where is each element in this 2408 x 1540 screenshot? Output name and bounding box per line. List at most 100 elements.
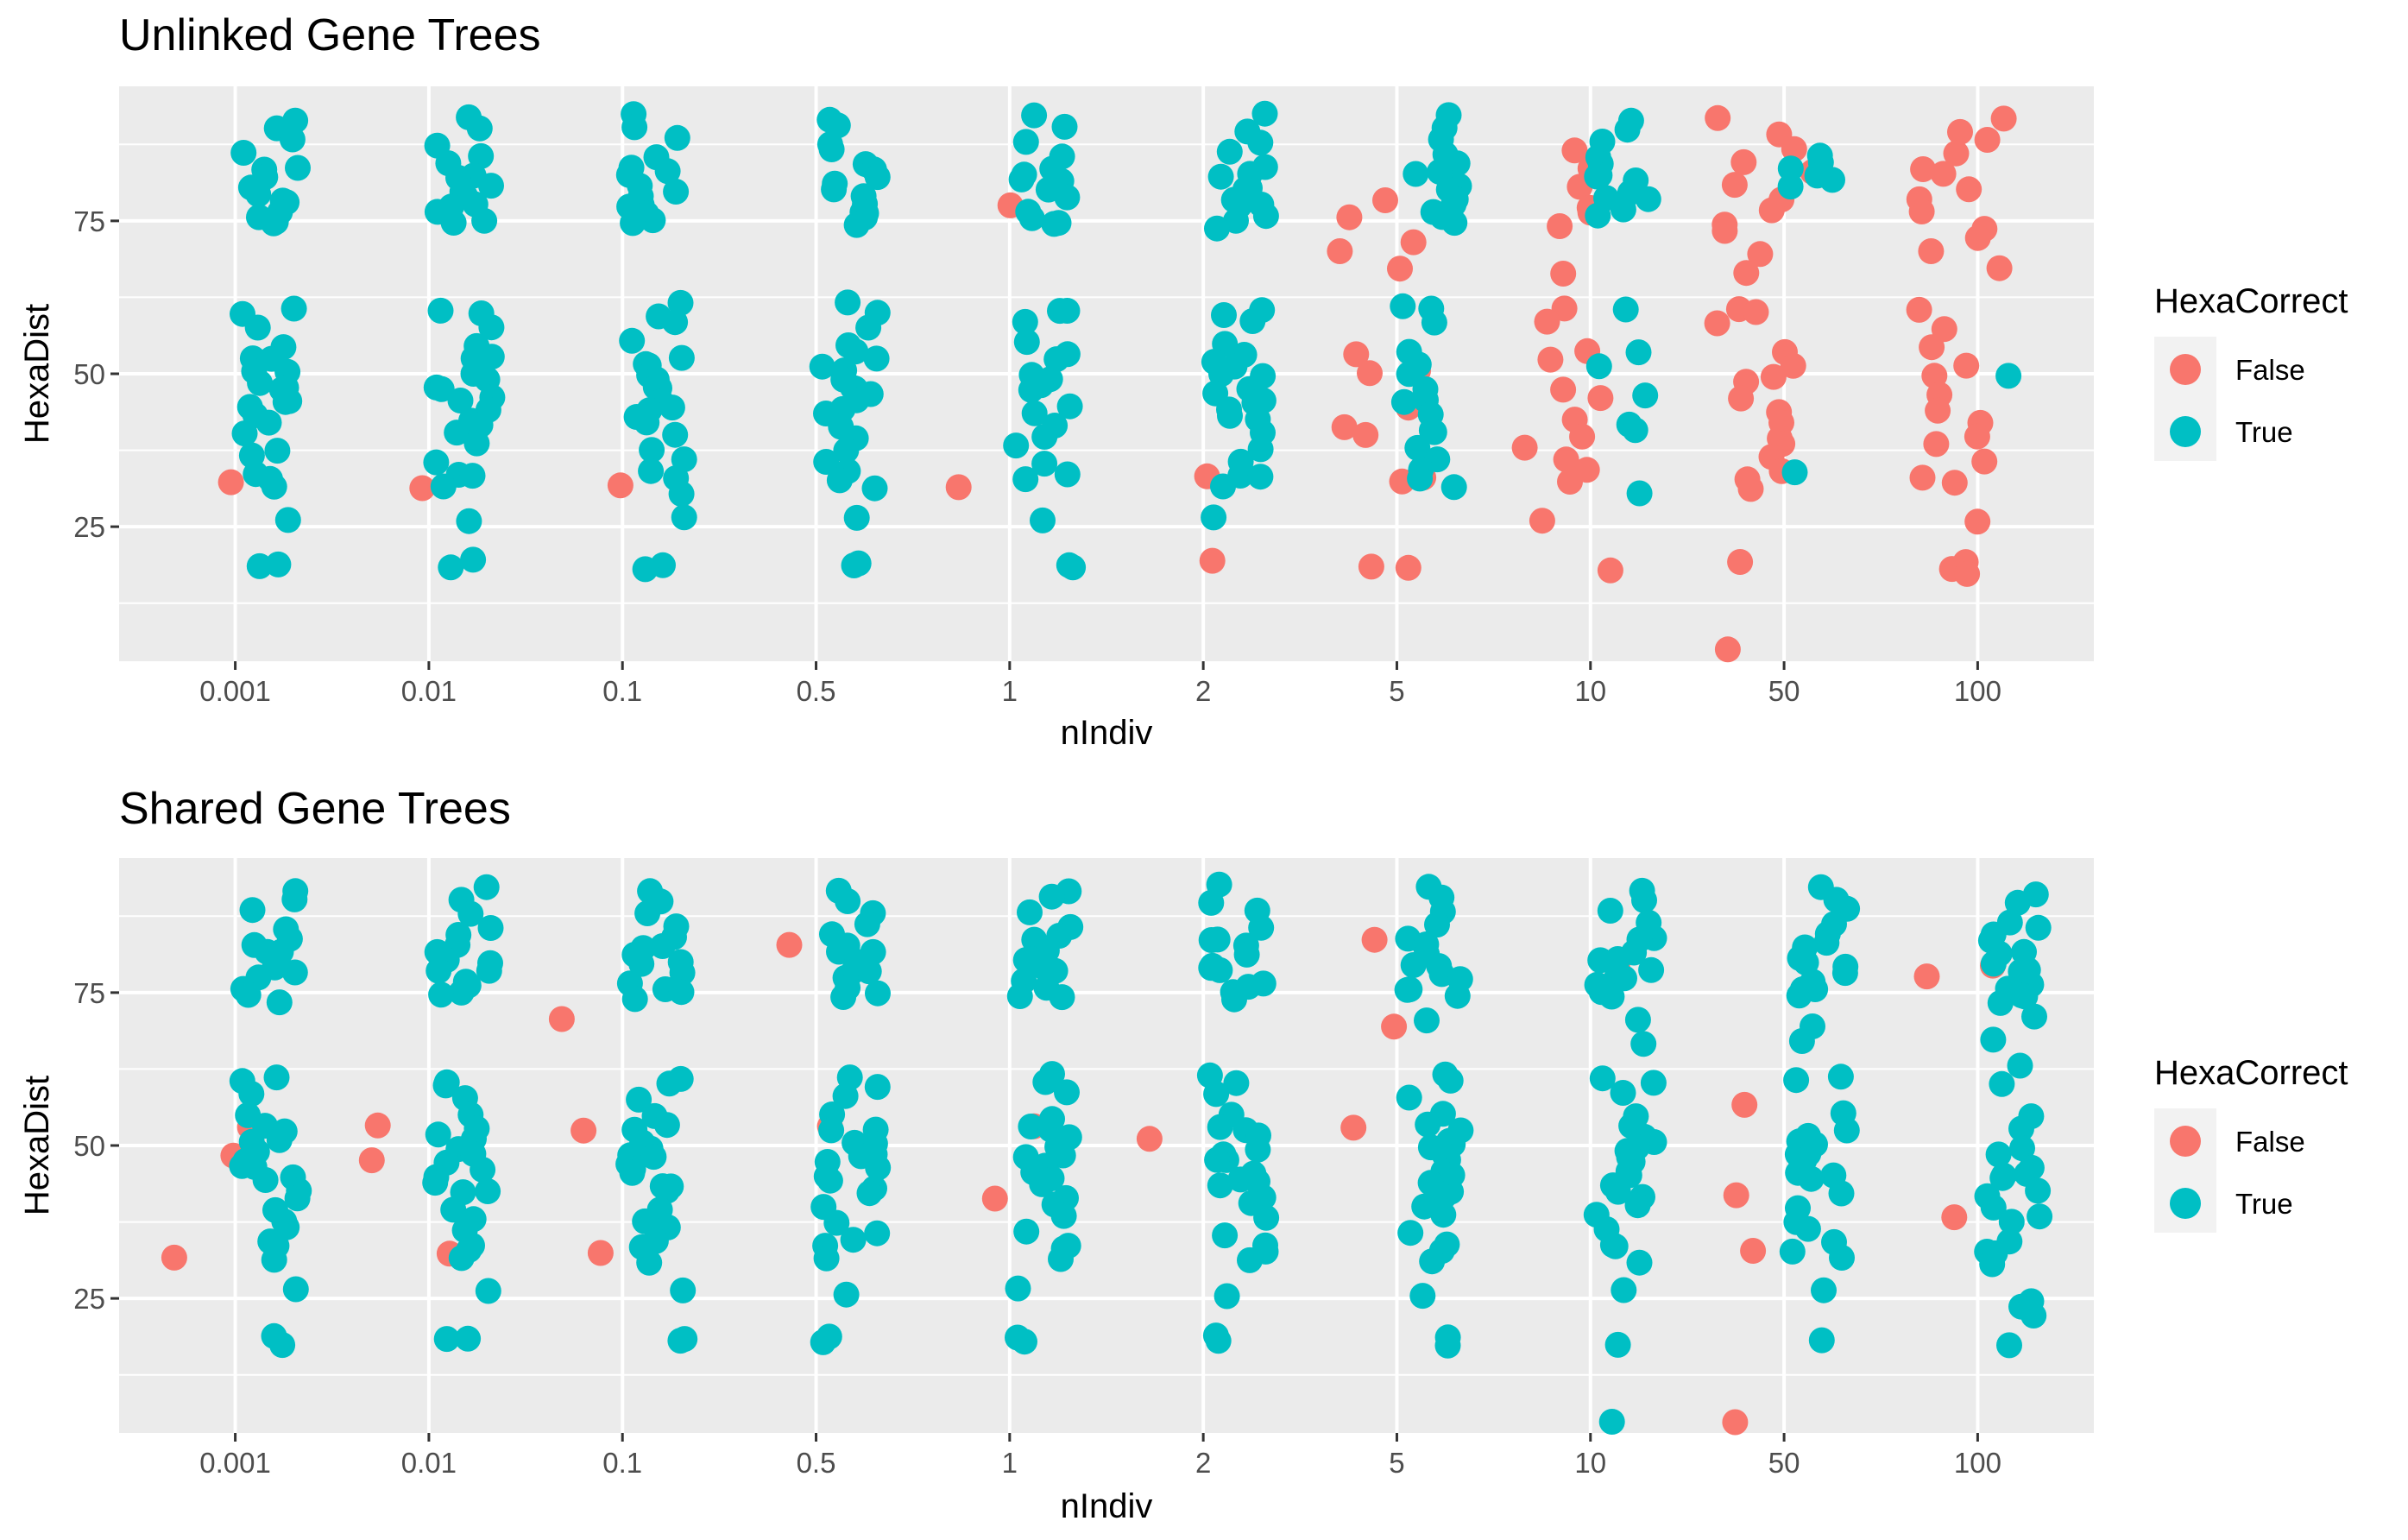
x-tick-label: 0.5 xyxy=(797,1447,836,1479)
data-point-true xyxy=(843,504,870,531)
x-tick-label: 0.5 xyxy=(797,675,836,707)
data-point-true xyxy=(649,933,676,959)
data-point-true xyxy=(863,345,890,372)
data-point-true xyxy=(475,1278,501,1304)
data-point-true xyxy=(1207,1172,1233,1199)
data-point-true xyxy=(1210,473,1236,500)
data-point-true xyxy=(1585,202,1611,229)
data-point-false xyxy=(1727,549,1754,575)
data-point-true xyxy=(1998,1209,2025,1235)
data-point-false xyxy=(1721,172,1748,199)
data-point-false xyxy=(1990,105,2017,132)
x-tick-label: 100 xyxy=(1954,1447,2001,1479)
data-point-false xyxy=(1199,547,1226,574)
data-point-true xyxy=(662,421,689,448)
data-point-false xyxy=(1743,299,1769,325)
data-point-true xyxy=(816,1167,843,1194)
data-point-true xyxy=(1204,926,1231,953)
data-point-true xyxy=(864,164,891,191)
data-point-true xyxy=(1038,883,1065,910)
data-point-true xyxy=(653,1112,680,1139)
data-point-true xyxy=(281,886,308,912)
data-point-false xyxy=(945,474,972,501)
data-point-true xyxy=(640,1144,667,1171)
data-point-true xyxy=(477,915,504,941)
data-point-false xyxy=(1910,156,1937,182)
x-ticks: 0.001 0.01 0.1 0.5 1 2 5 10 50 100 xyxy=(199,661,2001,707)
data-point-true xyxy=(460,546,487,573)
data-point-true xyxy=(813,1245,840,1272)
data-point-false xyxy=(1731,1091,1758,1118)
data-point-true xyxy=(667,1328,694,1354)
data-point-true xyxy=(659,394,685,421)
data-point-true xyxy=(1201,504,1227,531)
data-point-true xyxy=(1622,417,1648,444)
data-point-true xyxy=(1819,167,1845,193)
y-tick-label: 75 xyxy=(73,205,105,237)
data-point-true xyxy=(1048,1246,1074,1272)
data-point-false xyxy=(1547,213,1573,239)
x-tick-label: 2 xyxy=(1195,1447,1211,1479)
data-point-true xyxy=(440,1196,467,1223)
data-point-true xyxy=(1833,1117,1860,1144)
data-point-true xyxy=(1610,196,1636,223)
data-point-false xyxy=(1728,385,1755,412)
data-point-true xyxy=(621,114,648,141)
data-point-true xyxy=(244,314,271,341)
data-point-true xyxy=(264,438,291,464)
data-point-true xyxy=(1421,419,1447,445)
y-ticks: 25 50 75 xyxy=(73,977,119,1315)
data-point-true xyxy=(473,874,500,900)
data-point-false xyxy=(217,469,244,495)
x-tick-label: 50 xyxy=(1768,1447,1800,1479)
data-point-true xyxy=(1424,912,1450,938)
data-point-false xyxy=(1760,363,1787,390)
data-point-true xyxy=(864,1074,891,1101)
x-tick-label: 0.01 xyxy=(401,675,457,707)
data-point-true xyxy=(466,115,493,142)
data-point-true xyxy=(640,207,666,234)
data-point-true xyxy=(1021,400,1048,426)
data-point-true xyxy=(239,897,266,924)
data-point-true xyxy=(1404,434,1431,461)
data-point-true xyxy=(261,210,287,237)
data-point-true xyxy=(1781,459,1808,486)
data-point-true xyxy=(830,984,857,1010)
data-point-true xyxy=(1056,552,1082,578)
data-point-false xyxy=(1587,385,1614,412)
data-points xyxy=(217,100,2022,663)
data-point-true xyxy=(2027,1203,2053,1230)
data-point-true xyxy=(1779,1238,1806,1265)
data-point-false xyxy=(1908,199,1935,224)
data-point-true xyxy=(1054,184,1081,211)
data-point-true xyxy=(423,449,450,476)
data-point-true xyxy=(1012,308,1038,335)
data-point-true xyxy=(1239,308,1266,334)
y-ticks: 25 50 75 xyxy=(73,205,119,543)
legend-label-false: False xyxy=(2235,354,2305,386)
data-point-true xyxy=(832,1082,859,1109)
data-point-true xyxy=(231,420,258,447)
plot-title: Unlinked Gene Trees xyxy=(119,10,541,60)
data-point-true xyxy=(626,1086,652,1113)
data-point-true xyxy=(1018,205,1045,231)
data-point-true xyxy=(668,481,695,508)
data-point-true xyxy=(1223,1070,1250,1096)
data-point-true xyxy=(1050,1202,1077,1229)
data-point-true xyxy=(1032,1069,1059,1095)
data-point-false xyxy=(1381,1013,1408,1040)
data-point-true xyxy=(1589,1065,1616,1092)
data-point-true xyxy=(1245,1136,1271,1163)
data-point-true xyxy=(1421,309,1447,336)
data-point-true xyxy=(1786,982,1812,1009)
legend-title: HexaCorrect xyxy=(2154,1054,2348,1092)
data-point-true xyxy=(1635,186,1661,212)
data-point-true xyxy=(463,430,490,457)
data-point-true xyxy=(1813,930,1840,956)
data-point-true xyxy=(1831,960,1858,987)
data-point-true xyxy=(1031,424,1058,450)
data-point-true xyxy=(425,957,452,984)
data-point-true xyxy=(663,179,690,205)
data-point-false xyxy=(364,1112,391,1139)
